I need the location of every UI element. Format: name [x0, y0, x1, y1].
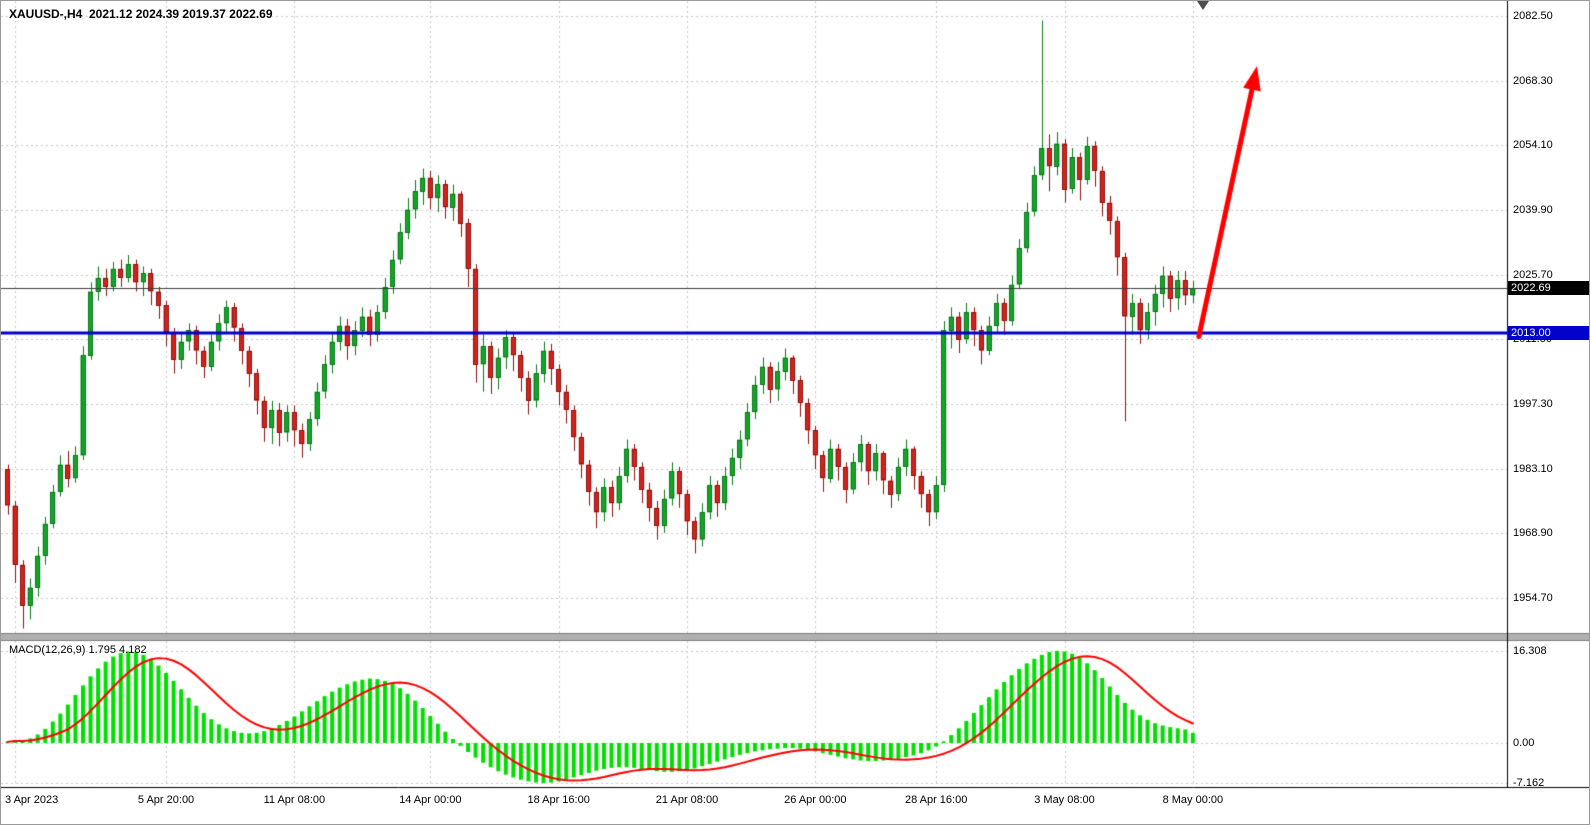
- macd-indicator-label: MACD(12,26,9) 1.795 4.182: [9, 644, 147, 656]
- support-line-price-badge: 2013.00: [1508, 326, 1589, 340]
- chart-symbol-ohlc-title: XAUUSD-,H4 2021.12 2024.39 2019.37 2022.…: [9, 7, 273, 21]
- macd-axis[interactable]: [1507, 641, 1589, 787]
- current-price-badge: 2022.69: [1508, 281, 1589, 295]
- time-axis[interactable]: [1, 787, 1589, 824]
- right-shift-marker-icon[interactable]: [1197, 1, 1209, 10]
